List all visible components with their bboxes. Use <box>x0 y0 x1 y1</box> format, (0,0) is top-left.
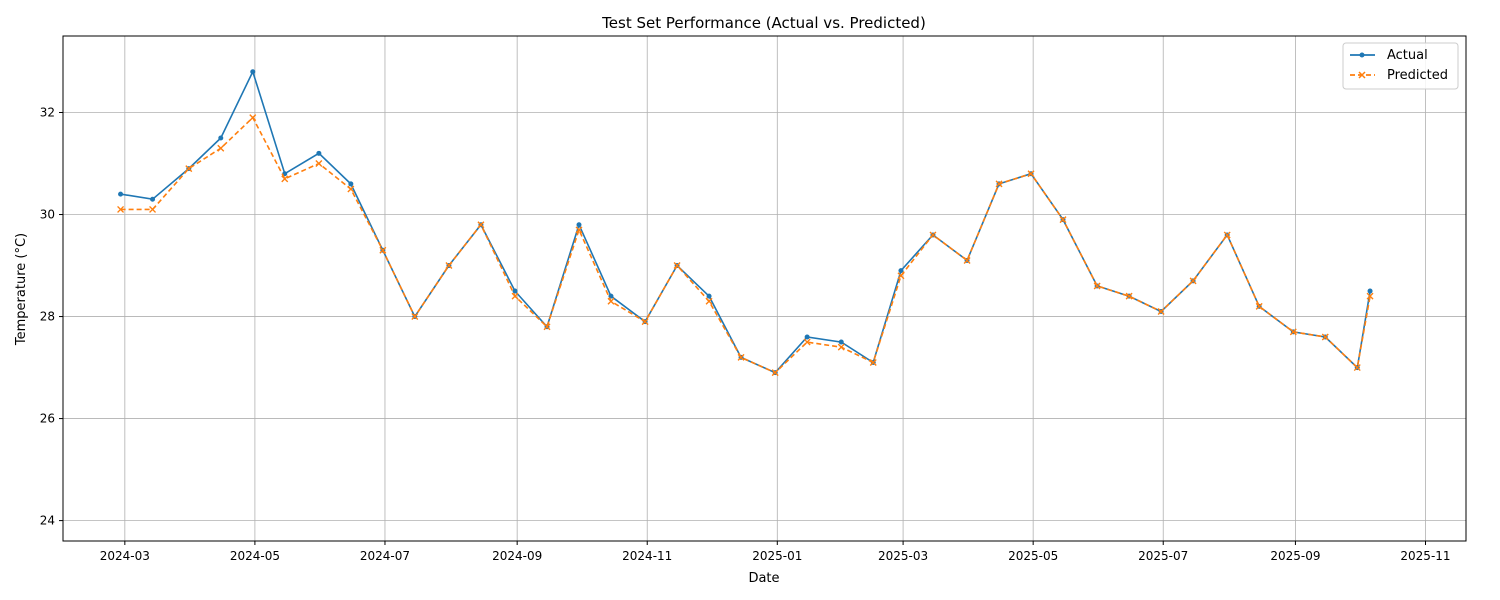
data-point-predicted <box>1093 282 1101 290</box>
y-tick-label: 26 <box>40 412 55 426</box>
data-point-predicted <box>117 205 125 213</box>
legend-predicted-marker <box>1358 71 1366 79</box>
data-point-predicted <box>1289 328 1297 336</box>
data-point-predicted <box>217 144 225 152</box>
data-point-predicted <box>575 226 583 234</box>
data-point-predicted <box>897 272 905 280</box>
y-tick-label: 28 <box>40 310 55 324</box>
data-point-actual <box>218 135 224 141</box>
data-point-predicted <box>445 262 453 270</box>
legend: Actual Predicted <box>1342 42 1459 90</box>
data-point-predicted <box>963 256 971 264</box>
x-axis: 2024-03 2024-05 2024-07 2024-09 2024-11 2025-… <box>100 541 1451 563</box>
x-tick-label: 2025-03 <box>878 549 928 563</box>
data-point-predicted <box>185 165 193 173</box>
x-axis-label: Date <box>748 571 779 586</box>
x-tick-label: 2024-11 <box>622 549 672 563</box>
data-point-predicted <box>1366 292 1374 300</box>
data-point-predicted <box>1223 231 1231 239</box>
y-tick-label: 32 <box>40 106 55 120</box>
data-point-predicted <box>1321 333 1329 341</box>
data-point-actual <box>118 191 124 197</box>
x-tick-label: 2024-07 <box>360 549 410 563</box>
data-point-predicted <box>837 343 845 351</box>
data-point-actual <box>576 222 582 228</box>
y-axis-label: Temperature (°C) <box>14 233 29 346</box>
data-point-predicted <box>673 262 681 270</box>
legend-actual-label: Actual <box>1387 48 1428 63</box>
x-tick-label: 2025-01 <box>752 549 802 563</box>
series-line-predicted <box>120 116 1371 374</box>
data-point-actual <box>1367 288 1373 294</box>
data-point-predicted <box>1059 216 1067 224</box>
data-point-predicted <box>929 231 937 239</box>
data-point-actual <box>838 339 844 345</box>
data-point-predicted <box>411 313 419 321</box>
data-point-predicted <box>315 160 323 168</box>
legend-predicted-label: Predicted <box>1387 68 1448 83</box>
data-point-predicted <box>281 175 289 183</box>
x-tick-label: 2025-09 <box>1270 549 1320 563</box>
series-layer <box>117 69 1374 377</box>
grid <box>63 36 1466 541</box>
series-predicted <box>117 114 1374 377</box>
data-point-actual <box>316 150 322 156</box>
data-point-predicted <box>1125 292 1133 300</box>
data-point-predicted <box>869 358 877 366</box>
data-point-predicted <box>249 114 257 122</box>
data-point-actual <box>512 288 518 294</box>
data-point-predicted <box>705 297 713 305</box>
data-point-predicted <box>1255 302 1263 310</box>
data-point-predicted <box>737 353 745 361</box>
data-point-actual <box>348 181 354 187</box>
data-point-predicted <box>1189 277 1197 285</box>
y-tick-label: 30 <box>40 208 55 222</box>
x-tick-label: 2025-05 <box>1008 549 1058 563</box>
chart-title: Test Set Performance (Actual vs. Predict… <box>601 14 926 32</box>
data-point-predicted <box>1353 364 1361 372</box>
data-point-predicted <box>607 297 615 305</box>
data-point-predicted <box>149 205 157 213</box>
y-axis: 24 26 28 30 32 <box>40 106 63 528</box>
data-point-predicted <box>1027 170 1035 178</box>
data-point-actual <box>150 196 156 202</box>
x-tick-label: 2025-11 <box>1400 549 1450 563</box>
x-tick-label: 2024-05 <box>230 549 280 563</box>
legend-actual-marker <box>1359 52 1365 58</box>
data-point-actual <box>608 293 614 299</box>
data-point-predicted <box>803 338 811 346</box>
data-point-actual <box>804 334 810 340</box>
data-point-predicted <box>641 318 649 326</box>
data-point-actual <box>250 69 256 75</box>
data-point-predicted <box>379 246 387 254</box>
data-point-predicted <box>1157 307 1165 315</box>
data-point-predicted <box>995 180 1003 188</box>
y-tick-label: 24 <box>40 514 55 528</box>
data-point-predicted <box>347 185 355 193</box>
x-tick-label: 2025-07 <box>1138 549 1188 563</box>
x-tick-label: 2024-09 <box>492 549 542 563</box>
x-tick-label: 2024-03 <box>100 549 150 563</box>
data-point-predicted <box>543 323 551 331</box>
data-point-predicted <box>511 292 519 300</box>
data-point-predicted <box>477 221 485 229</box>
data-point-actual <box>706 293 712 299</box>
plot-frame <box>62 35 1467 542</box>
data-point-actual <box>898 268 904 274</box>
data-point-predicted <box>771 369 779 377</box>
